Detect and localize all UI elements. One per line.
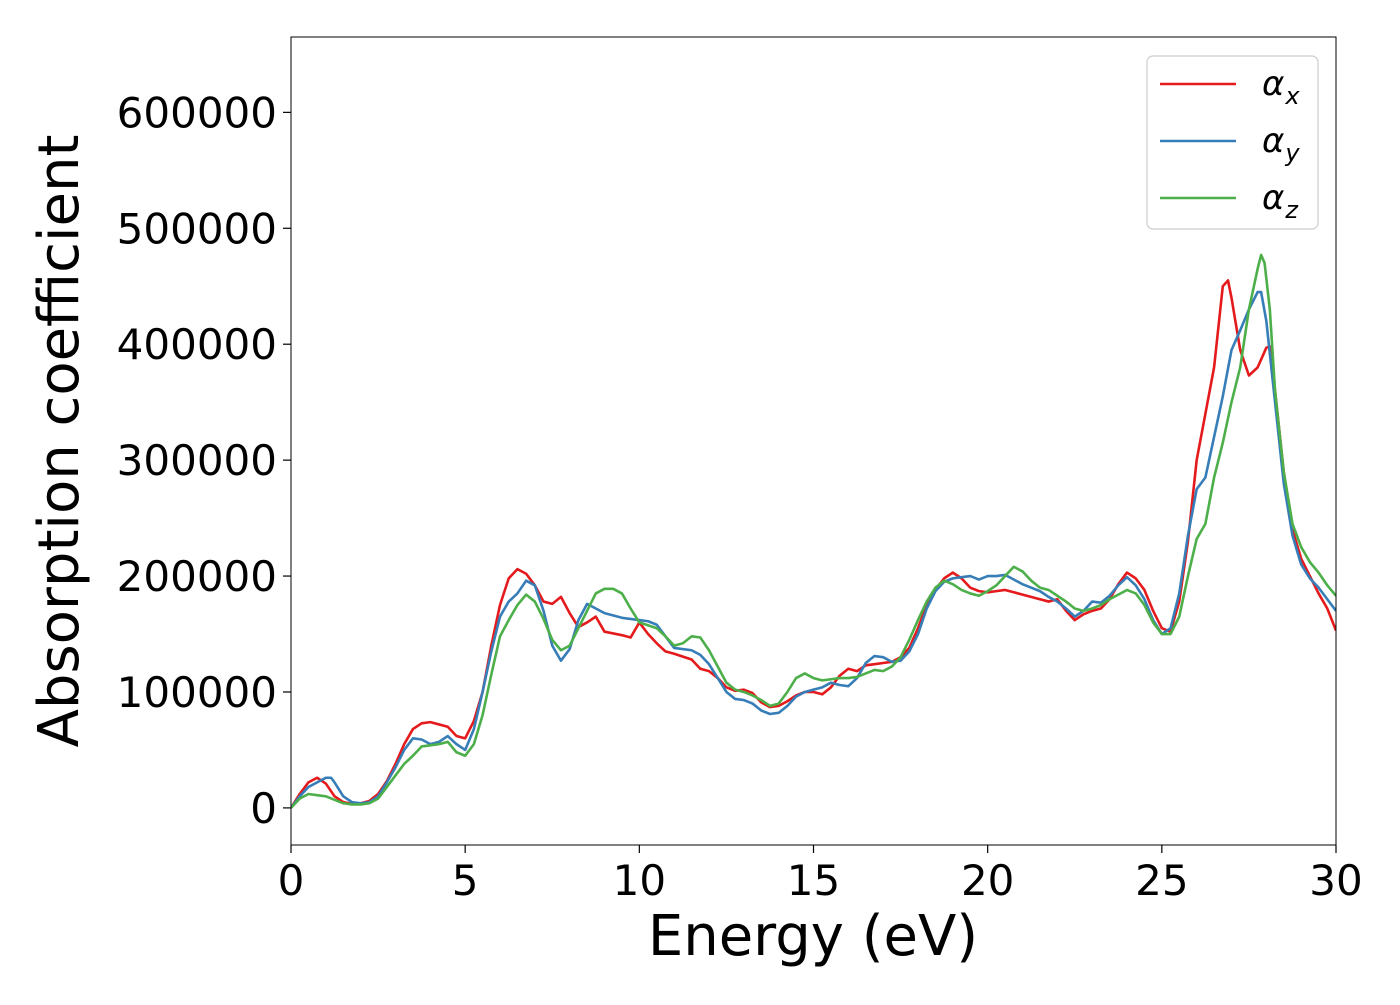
x-tick-label: 5: [452, 856, 479, 905]
legend: αx αy αz: [1146, 55, 1319, 230]
series-line-alpha-z: [291, 253, 1336, 809]
plot-layer: [291, 253, 1336, 809]
series-line-alpha-y: [291, 290, 1336, 809]
series-lines: [291, 253, 1336, 809]
y-axis-label: Absorption coefficient: [27, 135, 92, 748]
x-tick-label: 25: [1135, 856, 1188, 905]
legend-label-alpha-z: αz: [1262, 178, 1299, 224]
x-tick-label: 20: [961, 856, 1014, 905]
y-tick-label: 400000: [117, 320, 277, 369]
x-axis-label: Energy (eV): [648, 904, 978, 969]
y-axis-ticks: 0 100000 200000 300000 400000 500000 600000: [117, 88, 291, 833]
legend-label-alpha-y: αy: [1262, 121, 1300, 167]
x-tick-label: 10: [613, 856, 666, 905]
legend-label-alpha-x: αx: [1262, 64, 1300, 110]
y-tick-label: 500000: [117, 204, 277, 253]
y-tick-label: 200000: [117, 552, 277, 601]
legend-box: [1146, 55, 1319, 230]
y-tick-label: 300000: [117, 436, 277, 485]
x-axis-ticks: 0 5 10 15 20 25 30: [278, 845, 1363, 905]
y-tick-label: 100000: [117, 668, 277, 717]
x-tick-label: 0: [278, 856, 305, 905]
series-line-alpha-x: [291, 279, 1336, 809]
y-tick-label: 600000: [117, 88, 277, 137]
x-tick-label: 30: [1309, 856, 1362, 905]
x-tick-label: 15: [787, 856, 840, 905]
y-tick-label: 0: [250, 784, 277, 833]
